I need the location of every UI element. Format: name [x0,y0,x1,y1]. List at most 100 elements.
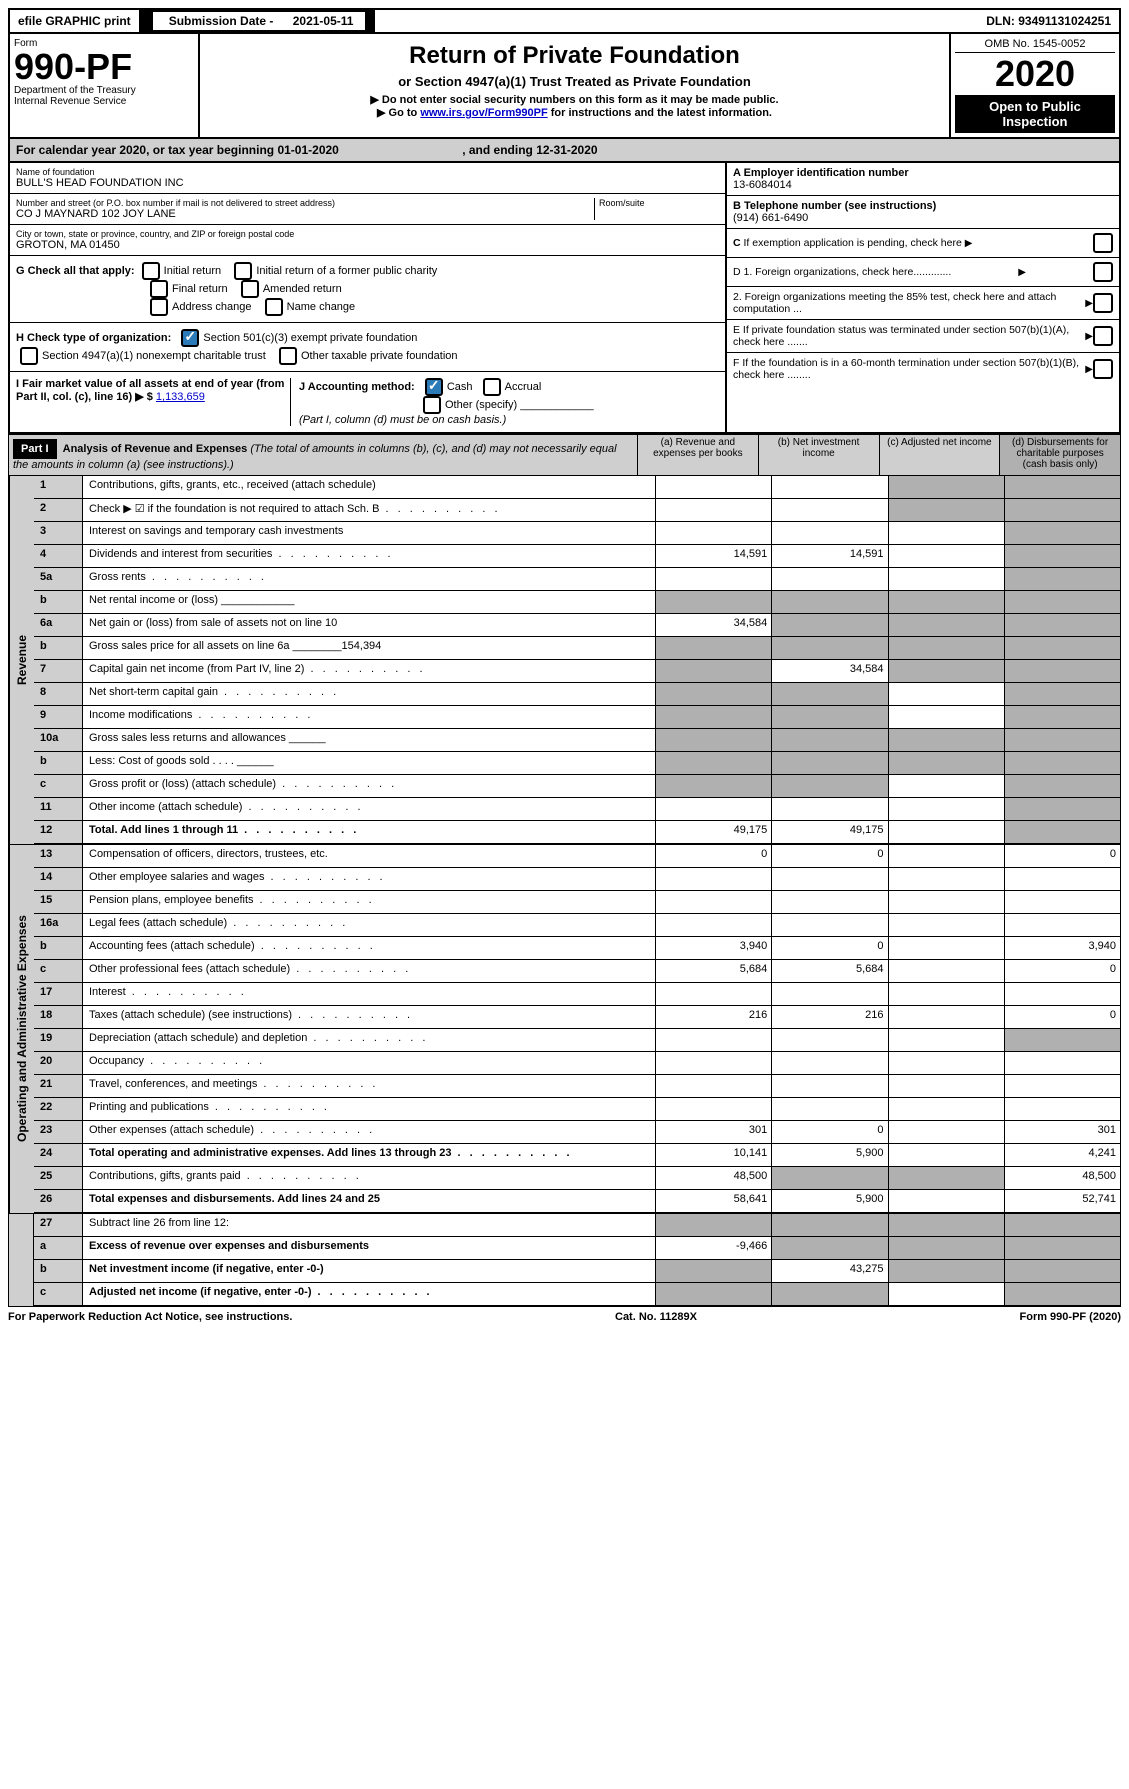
table-row: 14Other employee salaries and wages [34,868,1120,891]
cb-f[interactable] [1093,359,1113,379]
line-value-a: 5,684 [656,960,772,982]
line-value-b [772,1214,888,1236]
form-title: Return of Private Foundation [204,42,945,70]
table-row: 22Printing and publications [34,1098,1120,1121]
table-row: 25Contributions, gifts, grants paid48,50… [34,1167,1120,1190]
dln-block: DLN: 93491131024251 [978,10,1119,32]
line-number: 17 [34,983,83,1005]
table-row: 5aGross rents [34,568,1120,591]
cb-final[interactable] [150,280,168,298]
line-value-a: 14,591 [656,545,772,567]
table-row: 2Check ▶ ☑ if the foundation is not requ… [34,499,1120,522]
line-number: b [34,591,83,613]
cb-accrual[interactable] [483,378,501,396]
efile-label: efile GRAPHIC print [10,10,141,32]
line-text: Compensation of officers, directors, tru… [83,845,656,867]
line-value-b [772,868,888,890]
line-value-c [889,775,1005,797]
cb-initial-former[interactable] [234,262,252,280]
line-text: Gross profit or (loss) (attach schedule) [83,775,656,797]
line-value-c [889,683,1005,705]
line-text: Total. Add lines 1 through 11 [83,821,656,843]
d1-check: D 1. Foreign organizations, check here..… [727,258,1119,287]
line-value-c [889,499,1005,521]
line-value-c [889,660,1005,682]
line-value-b: 0 [772,937,888,959]
line-number: 21 [34,1075,83,1097]
line-number: 20 [34,1052,83,1074]
table-row: 11Other income (attach schedule) [34,798,1120,821]
table-row: 9Income modifications [34,706,1120,729]
cb-address[interactable] [150,298,168,316]
fmv-link[interactable]: 1,133,659 [156,391,205,403]
line-number: 14 [34,868,83,890]
line-value-c [889,868,1005,890]
line-value-d [1005,1075,1120,1097]
col-a-header: (a) Revenue and expenses per books [637,435,758,475]
cb-initial[interactable] [142,262,160,280]
footer-right: Form 990-PF (2020) [1020,1311,1121,1323]
line-value-c [889,1052,1005,1074]
line-value-a [656,1029,772,1051]
dept-1: Department of the Treasury [14,85,194,96]
line-text: Income modifications [83,706,656,728]
line-value-b [772,637,888,659]
cb-cash[interactable] [425,378,443,396]
table-row: 18Taxes (attach schedule) (see instructi… [34,1006,1120,1029]
line-text: Subtract line 26 from line 12: [83,1214,656,1236]
table-row: 1Contributions, gifts, grants, etc., rec… [34,476,1120,499]
line-value-a [656,522,772,544]
line-number: 18 [34,1006,83,1028]
cb-d1[interactable] [1093,262,1113,282]
table-row: cGross profit or (loss) (attach schedule… [34,775,1120,798]
cb-4947[interactable] [20,347,38,365]
line-number: 1 [34,476,83,498]
line-text: Depreciation (attach schedule) and deple… [83,1029,656,1051]
line-value-d [1005,891,1120,913]
line-value-b [772,729,888,751]
form-url-link[interactable]: www.irs.gov/Form990PF [420,107,547,119]
line-value-d [1005,568,1120,590]
footer-left: For Paperwork Reduction Act Notice, see … [8,1311,292,1323]
line-number: 19 [34,1029,83,1051]
line-number: 23 [34,1121,83,1143]
expenses-section: Operating and Administrative Expenses 13… [8,845,1121,1214]
cb-e[interactable] [1093,326,1113,346]
e-check: E If private foundation status was termi… [727,320,1119,353]
line-value-a [656,568,772,590]
line-text: Legal fees (attach schedule) [83,914,656,936]
line-value-a [656,752,772,774]
cb-other-taxable[interactable] [279,347,297,365]
line-value-b [772,1029,888,1051]
dept-2: Internal Revenue Service [14,96,194,107]
d2-check: 2. Foreign organizations meeting the 85%… [727,287,1119,320]
cb-d2[interactable] [1093,293,1113,313]
cb-amended[interactable] [241,280,259,298]
line-text: Capital gain net income (from Part IV, l… [83,660,656,682]
line-value-c [889,937,1005,959]
tax-year: 2020 [955,53,1115,95]
line-text: Net rental income or (loss) ____________ [83,591,656,613]
line-text: Net short-term capital gain [83,683,656,705]
line-number: 12 [34,821,83,843]
line-value-d [1005,1214,1120,1236]
line-text: Interest on savings and temporary cash i… [83,522,656,544]
cb-501c3[interactable] [181,329,199,347]
g-checks: G Check all that apply: Initial return I… [10,256,725,323]
cb-name-change[interactable] [265,298,283,316]
line-value-d [1005,1098,1120,1120]
cb-other-method[interactable] [423,396,441,414]
line-number: 16a [34,914,83,936]
line-value-c [889,845,1005,867]
cb-c[interactable] [1093,233,1113,253]
address-cell: Number and street (or P.O. box number if… [10,194,725,225]
line-value-b [772,752,888,774]
expenses-body: 13Compensation of officers, directors, t… [34,845,1120,1213]
table-row: 27Subtract line 26 from line 12: [34,1214,1120,1237]
line-value-c [889,798,1005,820]
calendar-year-row: For calendar year 2020, or tax year begi… [8,139,1121,163]
line-value-d [1005,522,1120,544]
line-value-d [1005,545,1120,567]
col-c-header: (c) Adjusted net income [879,435,1000,475]
line-value-b [772,798,888,820]
